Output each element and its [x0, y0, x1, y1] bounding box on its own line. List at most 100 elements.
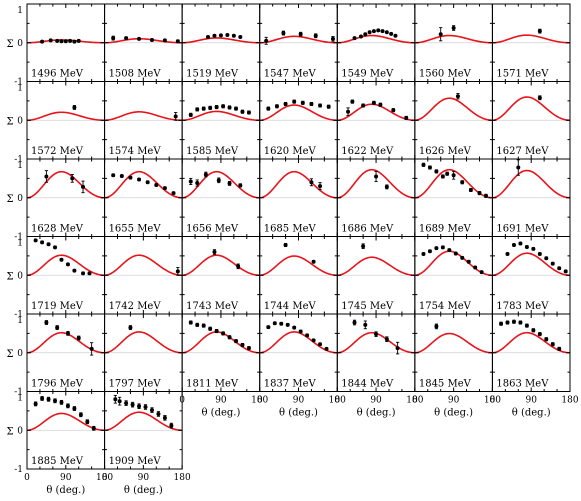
- data-point: [246, 110, 251, 115]
- panel: 1574 MeV: [104, 81, 183, 160]
- data-point: [524, 323, 529, 328]
- data-point: [59, 257, 64, 262]
- panel: 1811 MeV: [181, 313, 261, 392]
- data-point: [149, 38, 154, 43]
- data-point: [324, 346, 329, 351]
- data-point: [227, 335, 232, 340]
- data-point: [274, 104, 279, 109]
- data-point: [361, 103, 366, 108]
- data-point: [524, 244, 529, 249]
- data-point: [195, 181, 200, 186]
- x-tick-label: 90: [370, 396, 382, 406]
- data-point: [130, 402, 135, 407]
- panel: 1626 MeV: [414, 81, 493, 160]
- energy-label: 1796 MeV: [31, 379, 84, 390]
- energy-label: 1754 MeV: [419, 301, 472, 312]
- x-tick-label: 90: [448, 396, 460, 406]
- model-curve: [414, 250, 493, 277]
- data-point: [55, 38, 60, 43]
- data-point: [358, 34, 363, 39]
- data-point: [65, 331, 70, 336]
- model-curve: [104, 331, 183, 354]
- model-curve: [104, 111, 183, 122]
- data-point: [162, 38, 167, 43]
- data-point: [453, 251, 458, 256]
- data-point: [557, 346, 562, 351]
- energy-label: 1844 MeV: [341, 379, 394, 390]
- energy-label: 1744 MeV: [264, 301, 317, 312]
- energy-label: 1837 MeV: [264, 379, 317, 390]
- data-point: [137, 36, 142, 41]
- data-point: [137, 177, 142, 182]
- data-point: [240, 109, 245, 114]
- data-point: [216, 178, 221, 183]
- panel: 1691 MeV: [491, 158, 571, 237]
- data-point: [63, 39, 68, 44]
- data-point: [505, 320, 510, 325]
- data-point: [447, 248, 452, 253]
- data-point: [318, 103, 323, 108]
- data-point: [218, 33, 223, 38]
- data-point: [384, 30, 389, 35]
- x-tick-label: 90: [293, 396, 305, 406]
- energy-label: 1547 MeV: [264, 69, 317, 80]
- model-curve: [182, 170, 260, 199]
- data-point: [380, 29, 385, 34]
- data-point: [201, 323, 206, 328]
- data-point: [440, 245, 445, 250]
- data-point: [240, 343, 245, 347]
- y-tick-label: -1: [14, 78, 23, 88]
- x-tick-label: 180: [174, 473, 191, 483]
- data-point: [455, 94, 460, 99]
- data-point: [283, 101, 288, 106]
- data-point: [421, 162, 426, 167]
- panel: 1508 MeV: [104, 3, 183, 82]
- x-tick-label: 90: [60, 473, 72, 483]
- panel: 1743 MeV: [181, 236, 261, 315]
- x-axis-title: θ (deg.): [279, 408, 318, 419]
- data-point: [505, 251, 510, 256]
- energy-label: 1742 MeV: [109, 301, 162, 312]
- data-point: [33, 401, 38, 406]
- data-point: [124, 401, 129, 406]
- panel: 1689 MeV: [414, 158, 493, 237]
- data-point: [326, 104, 331, 109]
- model-curve: [492, 252, 571, 277]
- data-point: [537, 29, 542, 34]
- data-point: [145, 180, 150, 185]
- data-point: [48, 38, 53, 43]
- energy-label: 1519 MeV: [186, 69, 239, 80]
- data-point: [537, 332, 542, 337]
- energy-label: 1622 MeV: [341, 146, 394, 157]
- data-point: [70, 176, 75, 181]
- panel: 1656 MeV: [181, 158, 261, 237]
- model-curve: [259, 255, 338, 277]
- model-curve: [259, 104, 338, 122]
- data-point: [201, 106, 206, 111]
- energy-label: 1863 MeV: [496, 379, 549, 390]
- panel: 1547 MeV: [259, 3, 338, 82]
- energy-label: 1797 MeV: [109, 379, 162, 390]
- data-point: [544, 256, 549, 261]
- panel: 1628 MeV: [26, 158, 106, 237]
- data-point: [40, 240, 45, 245]
- data-point: [119, 174, 124, 179]
- data-point: [283, 243, 288, 248]
- data-point: [68, 38, 73, 43]
- y-tick-label: -1: [14, 388, 23, 398]
- x-tick-label: 0: [412, 396, 418, 406]
- data-point: [511, 319, 516, 324]
- data-point: [352, 320, 357, 325]
- y-tick-label: -1: [14, 233, 23, 243]
- energy-label: 1719 MeV: [31, 301, 84, 312]
- panel: 1719 MeV: [26, 236, 106, 315]
- model-curve: [259, 331, 338, 354]
- data-point: [389, 31, 394, 36]
- data-point: [117, 399, 122, 404]
- data-point: [427, 165, 432, 170]
- data-point: [65, 262, 70, 267]
- data-point: [231, 33, 236, 38]
- data-point: [563, 269, 568, 274]
- model-curve: [182, 37, 260, 44]
- data-point: [374, 332, 379, 337]
